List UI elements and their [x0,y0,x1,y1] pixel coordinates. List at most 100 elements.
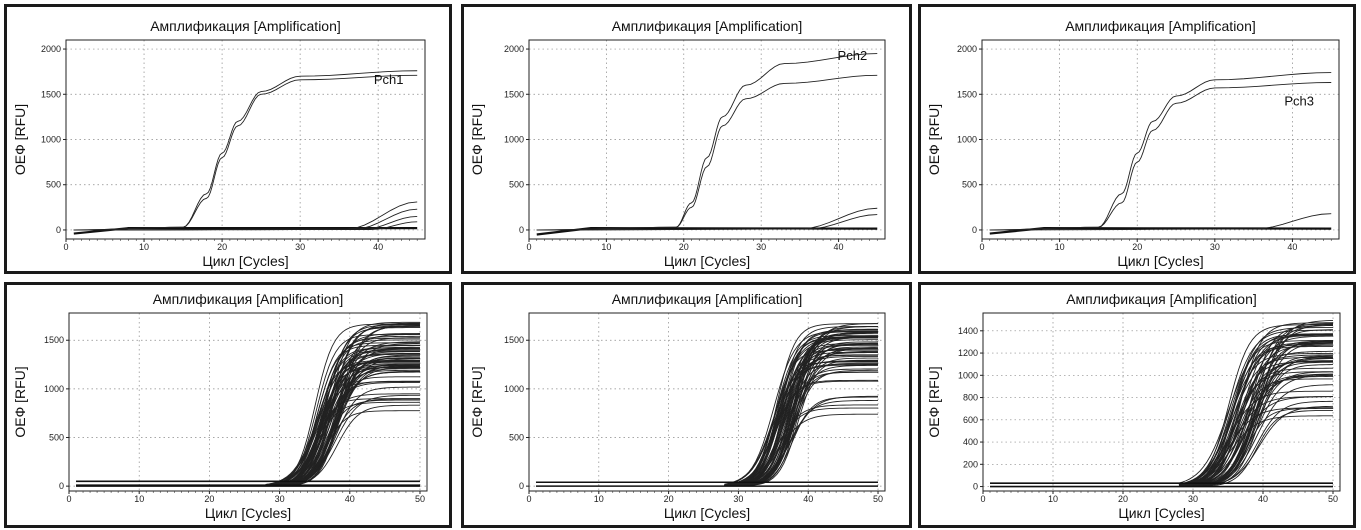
x-tick-label: 30 [1210,242,1220,252]
x-tick-label: 30 [275,494,285,504]
x-axis-label: Цикл [Cycles] [1117,253,1203,269]
chart-title: Амплификация [Amplification] [612,291,803,307]
y-tick-label: 1000 [44,384,64,394]
series-line-1 [73,70,418,231]
x-tick-label: 10 [1055,242,1065,252]
series-line-3 [73,201,418,231]
sample-curve [265,364,420,487]
series-line-3 [989,213,1332,231]
x-axis-label: Цикл [Cycles] [664,253,750,269]
sample-curve [1178,374,1334,487]
y-tick-label: 200 [963,459,978,469]
x-tick-label: 10 [594,494,604,504]
chart-title: Амплификация [Amplification] [1065,18,1256,34]
sample-curve [265,399,420,487]
y-tick-label: 0 [972,225,977,235]
y-tick-label: 0 [519,481,524,491]
sample-curve [265,404,420,487]
x-tick-label: 0 [526,242,531,252]
x-axis-label: Цикл [Cycles] [664,505,750,521]
y-tick-label: 2000 [957,44,977,54]
y-tick-label: 1500 [504,335,524,345]
plot-frame [65,39,426,240]
x-tick-label: 30 [756,242,766,252]
y-tick-label: 1000 [958,370,978,380]
x-tick-label: 40 [1287,242,1297,252]
sample-curve [265,346,420,485]
x-axis-label: Цикл [Cycles] [1118,505,1204,521]
amplification-chart-pch3: Амплификация [Amplification] Цикл [Cycles… [918,4,1356,274]
x-tick-label: 40 [345,494,355,504]
chart-title: Амплификация [Amplification] [1066,291,1257,307]
sample-curve [1178,322,1334,487]
y-axis-label: ОЕФ [RFU] [926,104,942,175]
y-tick-label: 500 [509,433,524,443]
y-tick-label: 1000 [504,384,524,394]
sample-curve [265,364,420,486]
baseline-band [536,227,878,236]
sample-curve [724,371,879,487]
x-tick-label: 40 [834,242,844,252]
x-tick-label: 30 [1188,494,1198,504]
sample-curve [1178,407,1333,486]
chart-svg: Амплификация [Amplification] Цикл [Cycles… [469,291,886,521]
curve-annotation: Pch3 [1284,94,1314,109]
x-tick-label: 10 [601,242,611,252]
y-axis-label: ОЕФ [RFU] [12,104,28,175]
y-tick-label: 1000 [957,135,977,145]
x-tick-label: 50 [415,494,425,504]
sample-curve [1178,323,1334,487]
amplification-chart-pch2: Амплификация [Amplification] Цикл [Cycles… [461,4,912,274]
x-tick-label: 20 [217,242,227,252]
chart-svg: Амплификация [Amplification] Цикл [Cycles… [926,18,1340,269]
plot-frame [981,39,1340,240]
y-tick-label: 1500 [41,89,61,99]
x-tick-label: 0 [66,494,71,504]
y-tick-label: 500 [509,180,524,190]
plot-area [989,72,1332,235]
y-tick-label: 500 [49,433,64,443]
sample-curve [1178,345,1333,486]
sample-curve [265,344,420,486]
sample-curve [1178,360,1334,487]
chart-svg: Амплификация [Amplification] Цикл [Cycles… [926,291,1341,521]
x-tick-label: 50 [1328,494,1338,504]
sample-curve [1178,361,1334,487]
sample-curve [1178,343,1334,486]
x-tick-label: 0 [979,242,984,252]
amplification-chart-samples-2: Амплификация [Amplification] Цикл [Cycles… [461,282,912,528]
sample-curve [724,349,879,486]
x-tick-label: 20 [204,494,214,504]
plot-area [990,320,1334,488]
y-tick-label: 1500 [957,89,977,99]
chart-title: Амплификация [Amplification] [612,18,803,34]
sample-curve [1178,400,1334,487]
x-tick-label: 20 [679,242,689,252]
y-tick-label: 1200 [958,348,978,358]
sample-curve [1178,323,1334,487]
y-tick-label: 2000 [504,44,524,54]
y-tick-label: 600 [963,415,978,425]
series-line-4 [536,214,878,231]
y-tick-label: 1500 [504,89,524,99]
y-tick-label: 1400 [958,326,978,336]
sample-curve [1178,353,1334,486]
chart-title: Амплификация [Amplification] [150,18,341,34]
y-axis-label: ОЕФ [RFU] [469,104,485,175]
x-tick-label: 40 [803,494,813,504]
y-tick-label: 500 [46,180,61,190]
series-line-2 [73,74,418,231]
sample-curve [724,363,879,487]
sample-curve [1178,354,1334,485]
x-axis-label: Цикл [Cycles] [202,253,288,269]
sample-curve [1178,324,1334,486]
sample-curve [724,339,879,485]
y-tick-label: 0 [56,225,61,235]
y-tick-label: 400 [963,437,978,447]
y-tick-label: 2000 [41,44,61,54]
sample-curve [1178,371,1334,487]
x-tick-label: 10 [139,242,149,252]
x-tick-label: 20 [664,494,674,504]
sample-curve [1178,333,1334,487]
sample-curve [265,324,420,487]
